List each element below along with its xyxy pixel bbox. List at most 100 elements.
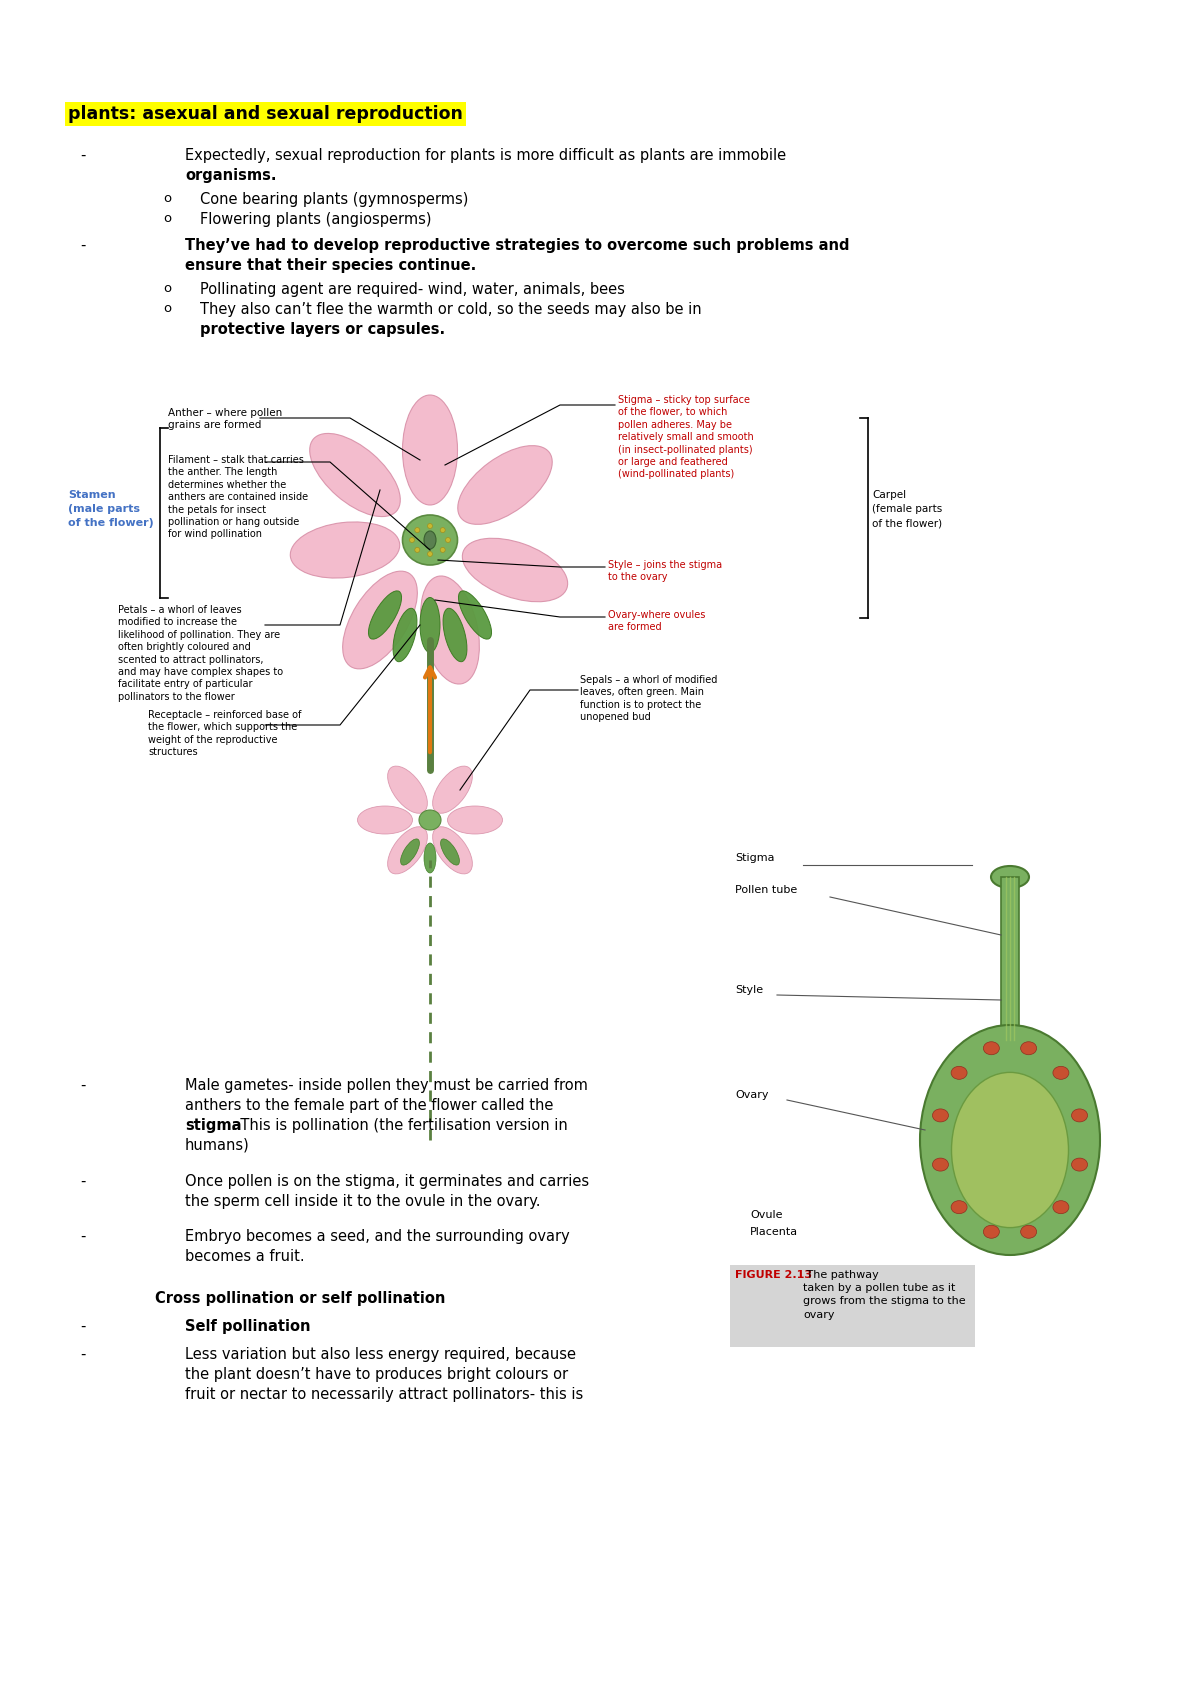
Text: the sperm cell inside it to the ovule in the ovary.: the sperm cell inside it to the ovule in… [185,1194,540,1209]
Ellipse shape [290,521,400,577]
Text: ensure that their species continue.: ensure that their species continue. [185,258,476,273]
Ellipse shape [1021,1226,1037,1238]
Text: stigma: stigma [185,1117,241,1133]
Text: . This is pollination (the fertilisation version in: . This is pollination (the fertilisation… [230,1117,568,1133]
Ellipse shape [424,531,436,548]
Text: They’ve had to develop reproductive strategies to overcome such problems and: They’ve had to develop reproductive stra… [185,238,850,253]
Text: o: o [163,212,172,226]
Text: anthers to the female part of the flower called the: anthers to the female part of the flower… [185,1099,553,1112]
Ellipse shape [952,1200,967,1214]
Ellipse shape [433,827,473,874]
Text: Male gametes- inside pollen they must be carried from: Male gametes- inside pollen they must be… [185,1078,588,1094]
Text: Placenta: Placenta [750,1228,798,1238]
Text: -: - [80,1319,85,1335]
Ellipse shape [310,433,401,516]
Ellipse shape [458,591,492,638]
Ellipse shape [415,528,420,533]
Text: Style: Style [734,985,763,995]
Ellipse shape [421,576,479,684]
Ellipse shape [952,1066,967,1080]
Ellipse shape [409,538,414,542]
Ellipse shape [1052,1200,1069,1214]
Text: -: - [80,1078,85,1094]
Ellipse shape [983,1043,1000,1054]
Bar [1003,1229,1018,1245]
Text: Flowering plants (angiosperms): Flowering plants (angiosperms) [200,212,432,228]
Text: Self pollination: Self pollination [185,1319,311,1335]
Ellipse shape [932,1109,948,1122]
Ellipse shape [457,445,552,525]
Ellipse shape [415,547,420,552]
Text: Expectedly, sexual reproduction for plants is more difficult as plants are immob: Expectedly, sexual reproduction for plan… [185,148,786,163]
Ellipse shape [343,571,418,669]
Ellipse shape [445,538,450,542]
Text: fruit or nectar to necessarily attract pollinators- this is: fruit or nectar to necessarily attract p… [185,1387,583,1403]
Text: -: - [80,1173,85,1189]
Text: plants: asexual and sexual reproduction: plants: asexual and sexual reproduction [68,105,463,122]
Text: Cross pollination or self pollination: Cross pollination or self pollination [155,1290,445,1306]
Ellipse shape [920,1026,1100,1255]
Text: Ovule: Ovule [750,1211,782,1219]
Text: becomes a fruit.: becomes a fruit. [185,1250,305,1263]
Ellipse shape [388,766,427,813]
Text: Ovary: Ovary [734,1090,768,1100]
Text: Filament – stalk that carries
the anther. The length
determines whether the
anth: Filament – stalk that carries the anther… [168,455,308,540]
Text: Petals – a whorl of leaves
modified to increase the
likelihood of pollination. T: Petals – a whorl of leaves modified to i… [118,604,283,701]
Text: protective layers or capsules.: protective layers or capsules. [200,323,445,336]
Ellipse shape [427,552,432,557]
Text: -: - [80,238,85,253]
Bar [1001,876,1019,1039]
Text: Stigma: Stigma [734,852,774,863]
Ellipse shape [388,827,427,874]
Ellipse shape [443,608,467,662]
Text: Anther – where pollen
grains are formed: Anther – where pollen grains are formed [168,408,282,430]
Ellipse shape [448,807,503,834]
Text: o: o [163,192,172,205]
Ellipse shape [402,514,457,565]
Text: the plant doesn’t have to produces bright colours or: the plant doesn’t have to produces brigh… [185,1367,568,1382]
Text: They also can’t flee the warmth or cold, so the seeds may also be in: They also can’t flee the warmth or cold,… [200,302,702,318]
Text: Pollen tube: Pollen tube [734,885,797,895]
Text: Carpel
(female parts
of the flower): Carpel (female parts of the flower) [872,491,942,528]
Bar [730,1265,974,1347]
Ellipse shape [394,608,416,662]
Text: humans): humans) [185,1138,250,1153]
Ellipse shape [1021,1043,1037,1054]
Ellipse shape [952,1073,1068,1228]
Ellipse shape [440,547,445,552]
Text: FIGURE 2.13: FIGURE 2.13 [734,1270,812,1280]
Text: Stigma – sticky top surface
of the flower, to which
pollen adheres. May be
relat: Stigma – sticky top surface of the flowe… [618,396,754,479]
Text: o: o [163,282,172,295]
Ellipse shape [983,1226,1000,1238]
Text: Receptacle – reinforced base of
the flower, which supports the
weight of the rep: Receptacle – reinforced base of the flow… [148,710,301,757]
Ellipse shape [1072,1109,1087,1122]
Ellipse shape [358,807,413,834]
Text: Pollinating agent are required- wind, water, animals, bees: Pollinating agent are required- wind, wa… [200,282,625,297]
Text: Stamen
(male parts
of the flower): Stamen (male parts of the flower) [68,491,154,528]
Text: Style – joins the stigma
to the ovary: Style – joins the stigma to the ovary [608,560,722,582]
Ellipse shape [424,842,436,873]
Text: The pathway
taken by a pollen tube as it
grows from the stigma to the
ovary: The pathway taken by a pollen tube as it… [803,1270,966,1319]
Ellipse shape [462,538,568,601]
Text: Ovary-where ovules
are formed: Ovary-where ovules are formed [608,610,706,632]
Ellipse shape [1052,1066,1069,1080]
Ellipse shape [420,598,440,652]
Text: Embryo becomes a seed, and the surrounding ovary: Embryo becomes a seed, and the surroundi… [185,1229,570,1245]
Text: Less variation but also less energy required, because: Less variation but also less energy requ… [185,1347,576,1362]
Ellipse shape [991,866,1030,888]
Ellipse shape [401,839,420,864]
Ellipse shape [1072,1158,1087,1172]
Bar [1001,1036,1019,1039]
Ellipse shape [440,528,445,533]
Text: -: - [80,148,85,163]
Ellipse shape [402,396,457,504]
Text: o: o [163,302,172,316]
Ellipse shape [440,839,460,864]
Ellipse shape [932,1158,948,1172]
Ellipse shape [433,766,473,813]
Text: Sepals – a whorl of modified
leaves, often green. Main
function is to protect th: Sepals – a whorl of modified leaves, oft… [580,676,718,722]
Text: organisms.: organisms. [185,168,276,183]
Text: -: - [80,1347,85,1362]
Ellipse shape [368,591,402,638]
Text: -: - [80,1229,85,1245]
